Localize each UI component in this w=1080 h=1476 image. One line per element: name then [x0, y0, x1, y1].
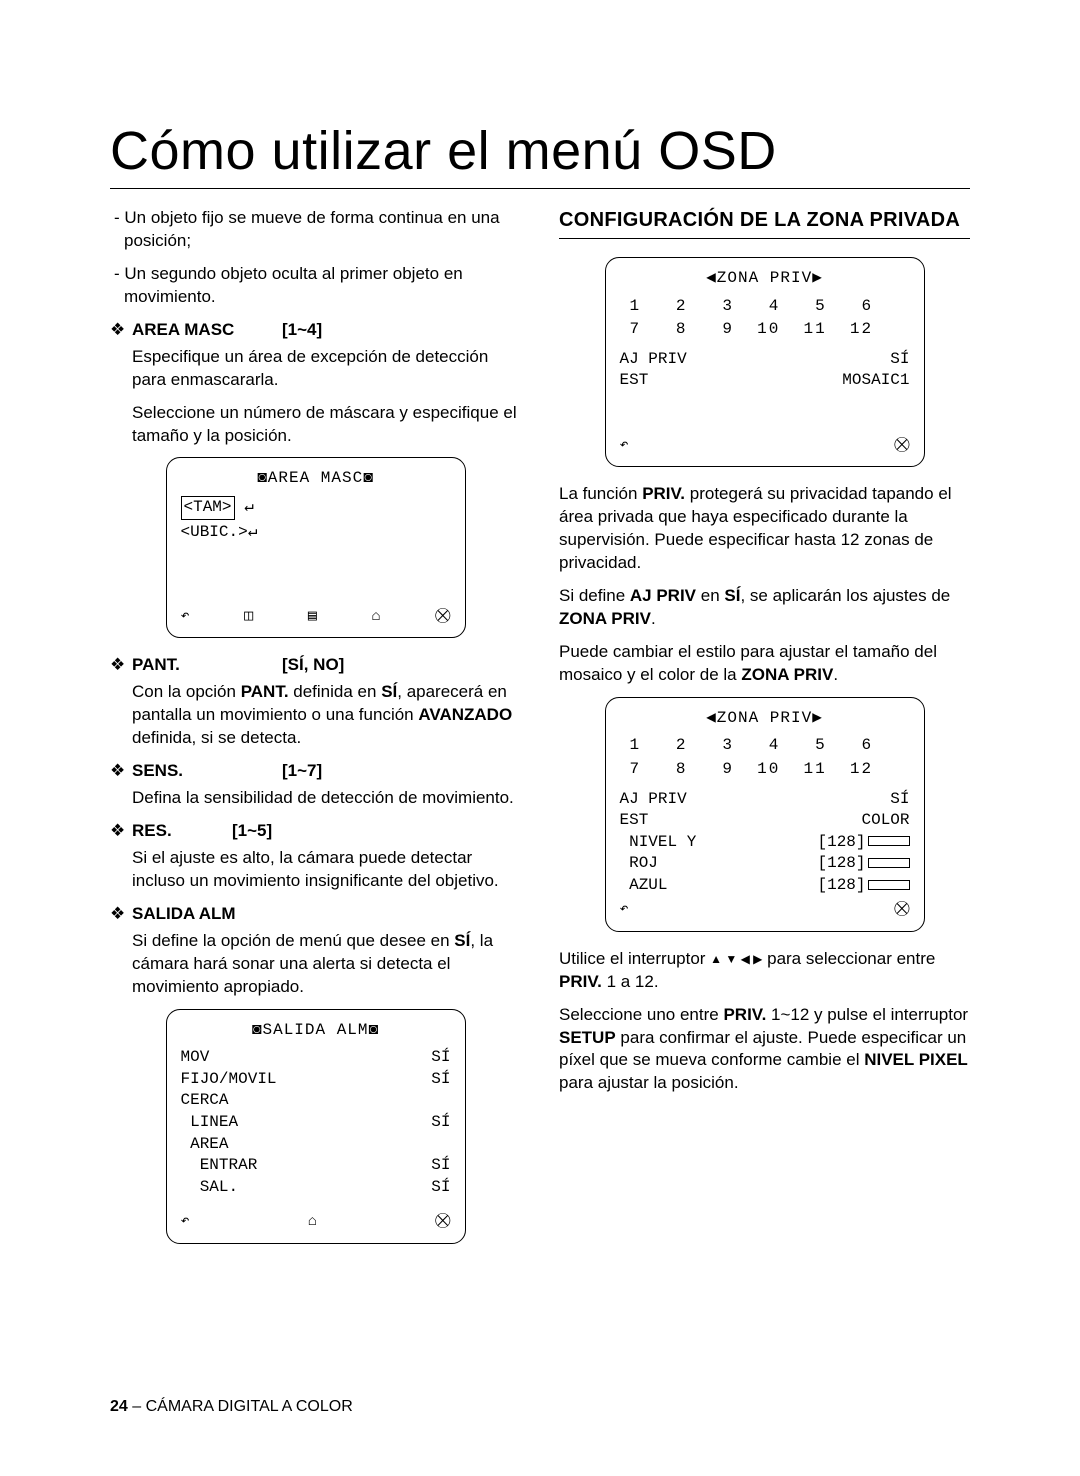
close-icon: ⛒ — [894, 436, 909, 456]
osd-row: ESTCOLOR — [620, 810, 910, 832]
opt-res: ❖ RES. [1~5] — [110, 820, 521, 843]
slider-icon — [868, 880, 910, 890]
opt-salida: ❖ SALIDA ALM — [110, 903, 521, 926]
opt-range: [SÍ, NO] — [282, 654, 344, 677]
back-icon: ↶ — [620, 436, 629, 456]
osd-row: MOVSÍ — [181, 1047, 451, 1069]
salida-desc: Si define la opción de menú que desee en… — [132, 930, 521, 999]
osd-row: SAL.SÍ — [181, 1177, 451, 1199]
zona-desc-2: Si define AJ PRIV en SÍ, se aplicarán lo… — [559, 585, 970, 631]
close-icon: ⛒ — [435, 1212, 450, 1232]
osd-row: AJ PRIVSÍ — [620, 789, 910, 811]
page-title: Cómo utilizar el menú OSD — [110, 120, 970, 189]
nav-icon: ▤ — [308, 607, 317, 627]
content-columns: Un objeto fijo se mueve de forma continu… — [110, 207, 970, 1260]
bullet-icon: ❖ — [110, 820, 132, 843]
osd-title: ◀ZONA PRIV▶ — [620, 268, 910, 290]
osd-row: CERCA — [181, 1090, 451, 1112]
res-desc: Si el ajuste es alto, la cámara puede de… — [132, 847, 521, 893]
left-column: Un objeto fijo se mueve de forma continu… — [110, 207, 521, 1260]
osd-ubic-row: <UBIC.>↵ — [181, 522, 451, 544]
intro-item-2: Un segundo objeto oculta al primer objet… — [124, 263, 521, 309]
osd-title: ◀ZONA PRIV▶ — [620, 708, 910, 730]
osd-row: LINEASÍ — [181, 1112, 451, 1134]
opt-name: SENS. — [132, 760, 282, 783]
opt-name: PANT. — [132, 654, 282, 677]
osd-title: ◙SALIDA ALM◙ — [181, 1020, 451, 1042]
osd-row: FIJO/MOVILSÍ — [181, 1069, 451, 1091]
pant-desc: Con la opción PANT. definida en SÍ, apar… — [132, 681, 521, 750]
opt-sens: ❖ SENS. [1~7] — [110, 760, 521, 783]
zona-desc-5: Seleccione uno entre PRIV. 1~12 y pulse … — [559, 1004, 970, 1096]
nav-icon: ◫ — [244, 607, 253, 627]
osd-zone-numbers: 7 8 9 10 11 12 — [630, 319, 910, 341]
osd-title: ◙AREA MASC◙ — [181, 468, 451, 490]
back-icon: ↶ — [620, 900, 629, 920]
back-icon: ↶ — [181, 607, 190, 627]
sens-desc: Defina la sensibilidad de detección de m… — [132, 787, 521, 810]
area-masc-desc-1: Especifique un área de excepción de dete… — [132, 346, 521, 392]
back-icon: ↶ — [181, 1212, 190, 1232]
osd-zone-numbers: 1 2 3 4 5 6 — [630, 735, 910, 757]
opt-name: SALIDA ALM — [132, 903, 282, 926]
home-icon: ⌂ — [308, 1212, 317, 1232]
area-masc-desc-2: Seleccione un número de máscara y especi… — [132, 402, 521, 448]
osd-row: ESTMOSAIC1 — [620, 370, 910, 392]
page-number: 24 — [110, 1398, 128, 1415]
bullet-icon: ❖ — [110, 654, 132, 677]
zona-desc-4: Utilice el interruptor ▲ ▼ ◀ ▶ para sele… — [559, 948, 970, 994]
osd-zona-priv-1: ◀ZONA PRIV▶ 1 2 3 4 5 6 7 8 9 10 11 12 A… — [605, 257, 925, 467]
opt-range: [1~4] — [282, 319, 322, 342]
opt-range: [1~5] — [232, 820, 272, 843]
osd-row: ENTRARSÍ — [181, 1155, 451, 1177]
osd-area-masc: ◙AREA MASC◙ <TAM> ↵ <UBIC.>↵ ↶ ◫ ▤ ⌂ ⛒ — [166, 457, 466, 638]
opt-name: RES. — [132, 820, 232, 843]
osd-row: AZUL[128] — [620, 875, 910, 897]
osd-zona-priv-2: ◀ZONA PRIV▶ 1 2 3 4 5 6 7 8 9 10 11 12 A… — [605, 697, 925, 932]
slider-icon — [868, 836, 910, 846]
footer-label: – CÁMARA DIGITAL A COLOR — [128, 1398, 353, 1415]
osd-row: ROJ[128] — [620, 853, 910, 875]
opt-range: [1~7] — [282, 760, 322, 783]
osd-tam-row: <TAM> ↵ — [181, 496, 451, 522]
bullet-icon: ❖ — [110, 760, 132, 783]
osd-footer: ↶ ⛒ — [620, 900, 910, 920]
opt-name: AREA MASC — [132, 319, 282, 342]
close-icon: ⛒ — [435, 607, 450, 627]
osd-zone-numbers: 1 2 3 4 5 6 — [630, 296, 910, 318]
osd-footer: ↶ ◫ ▤ ⌂ ⛒ — [181, 607, 451, 627]
osd-footer: ↶ ⌂ ⛒ — [181, 1212, 451, 1232]
page-footer: 24 – CÁMARA DIGITAL A COLOR — [110, 1398, 353, 1416]
osd-row: AJ PRIVSÍ — [620, 349, 910, 371]
right-column: CONFIGURACIÓN DE LA ZONA PRIVADA ◀ZONA P… — [559, 207, 970, 1260]
osd-salida-alm: ◙SALIDA ALM◙ MOVSÍ FIJO/MOVILSÍ CERCA LI… — [166, 1009, 466, 1244]
opt-area-masc: ❖ AREA MASC [1~4] — [110, 319, 521, 342]
zona-desc-3: Puede cambiar el estilo para ajustar el … — [559, 641, 970, 687]
home-icon: ⌂ — [372, 607, 381, 627]
intro-item-1: Un objeto fijo se mueve de forma continu… — [124, 207, 521, 253]
osd-row: AREA — [181, 1134, 451, 1156]
osd-row: NIVEL Y[128] — [620, 832, 910, 854]
opt-pant: ❖ PANT. [SÍ, NO] — [110, 654, 521, 677]
osd-footer: ↶ ⛒ — [620, 436, 910, 456]
osd-zone-numbers: 7 8 9 10 11 12 — [630, 759, 910, 781]
arrow-icons: ▲ ▼ ◀ ▶ — [710, 952, 762, 966]
bullet-icon: ❖ — [110, 319, 132, 342]
close-icon: ⛒ — [894, 900, 909, 920]
zona-desc-1: La función PRIV. protegerá su privacidad… — [559, 483, 970, 575]
section-heading: CONFIGURACIÓN DE LA ZONA PRIVADA — [559, 207, 970, 239]
bullet-icon: ❖ — [110, 903, 132, 926]
slider-icon — [868, 858, 910, 868]
